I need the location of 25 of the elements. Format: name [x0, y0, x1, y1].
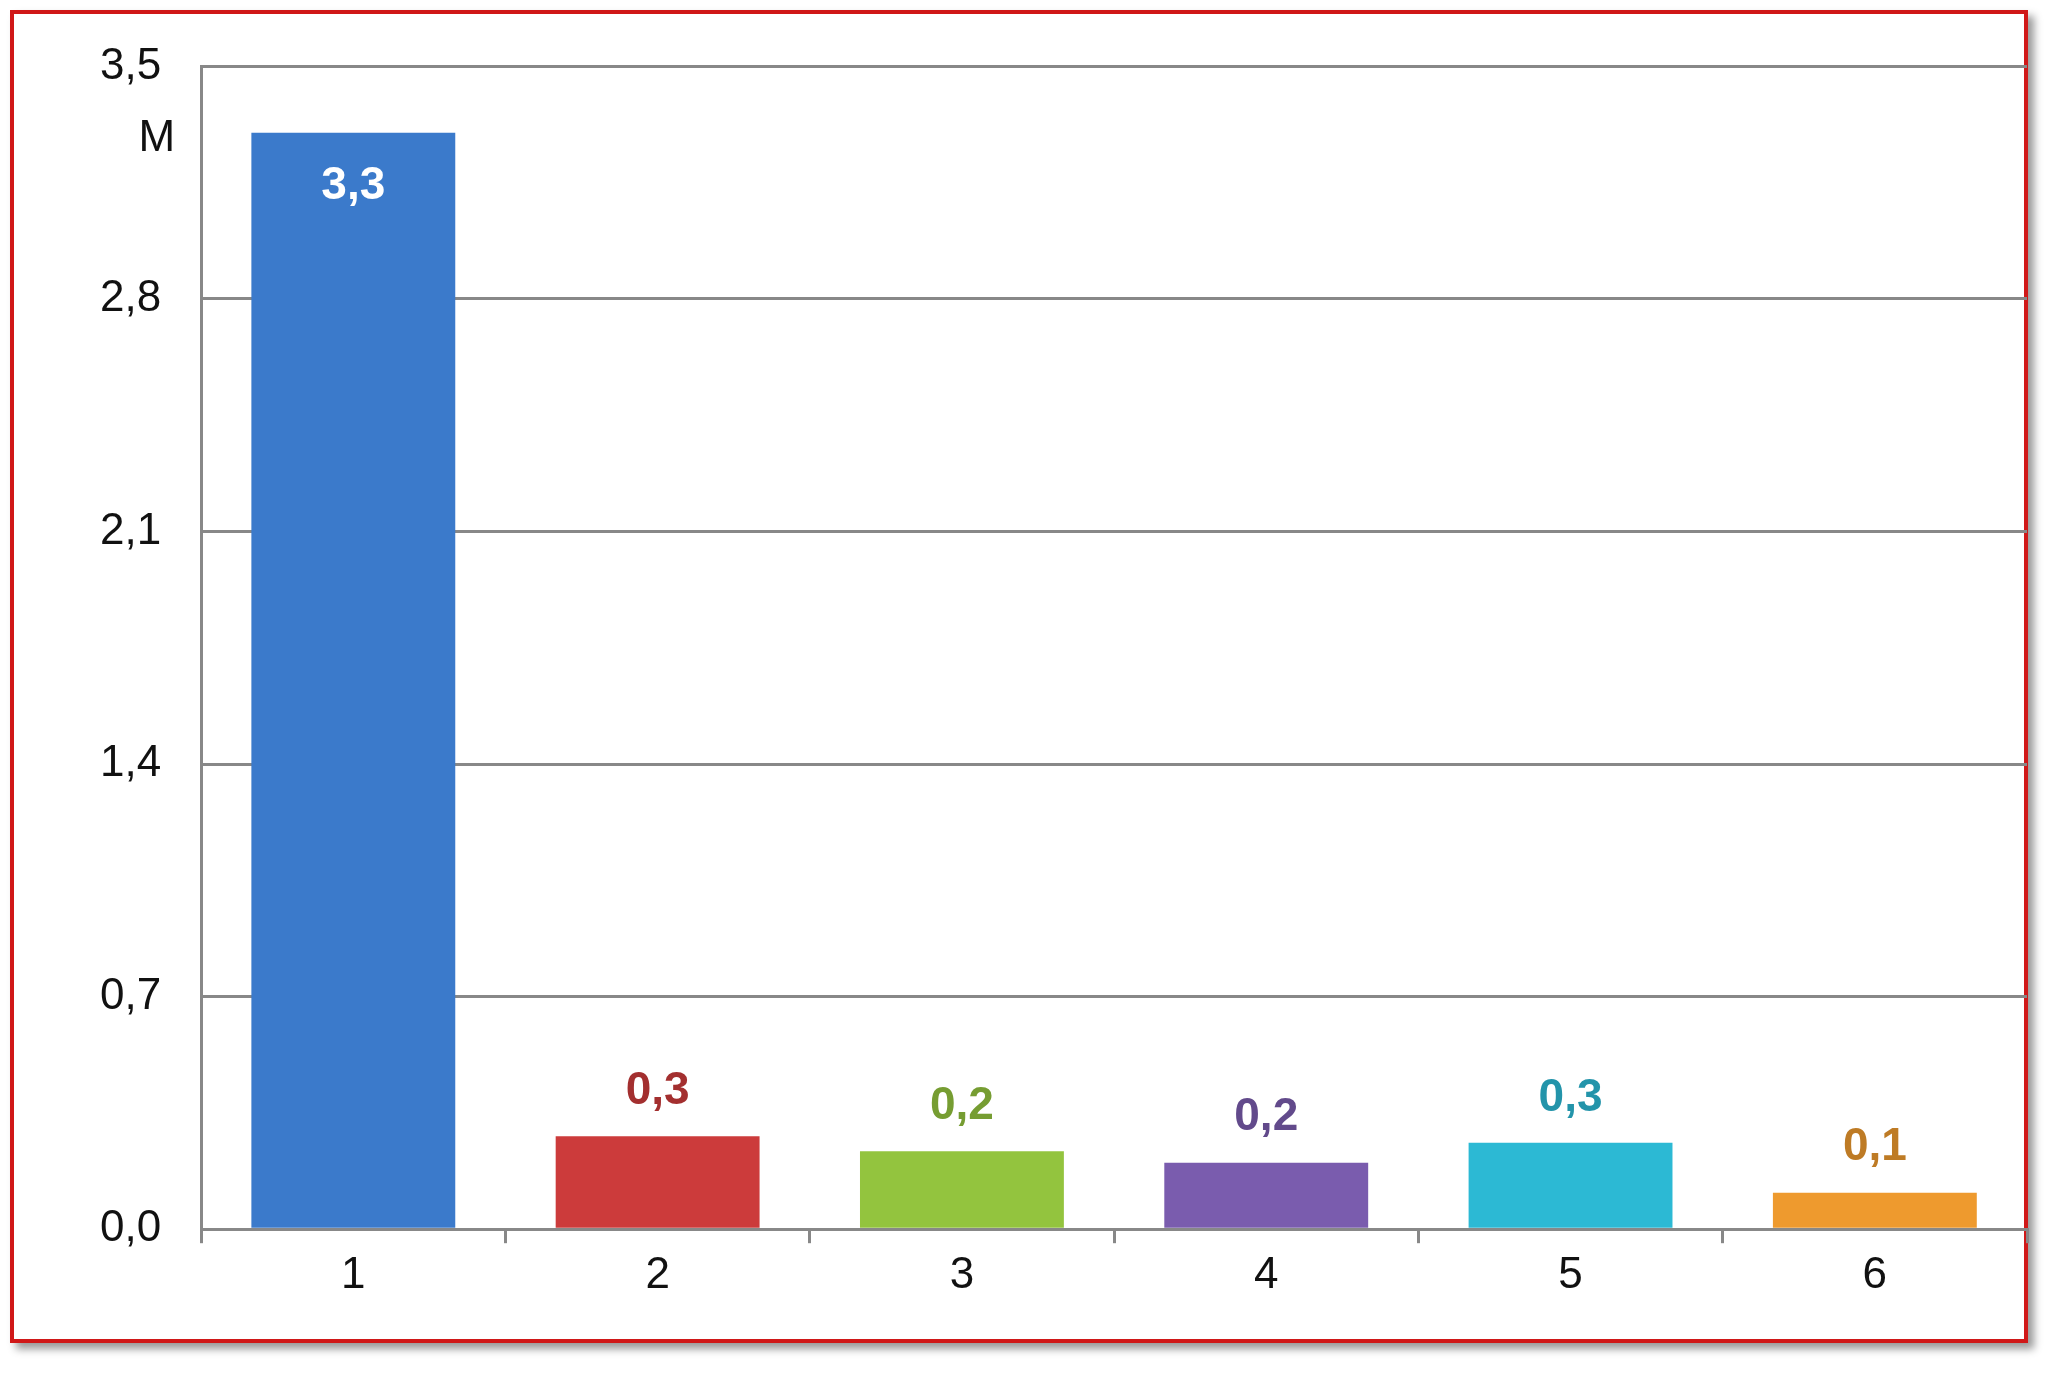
bar — [555, 1136, 760, 1228]
data-label: 0,1 — [1842, 1118, 1907, 1171]
x-tick-label: 2 — [645, 1247, 670, 1297]
x-tick-label: 4 — [1253, 1247, 1279, 1297]
x-tick-label: 6 — [1862, 1247, 1888, 1297]
bar — [1772, 1192, 1977, 1228]
bar — [251, 132, 456, 1228]
data-label: 0,2 — [929, 1076, 994, 1129]
x-tick-label: 5 — [1558, 1247, 1583, 1297]
y-tick-label: 1,4 — [99, 736, 162, 786]
bar — [1164, 1162, 1369, 1228]
y-axis-title: M — [138, 110, 176, 160]
data-label: 3,3 — [321, 156, 386, 209]
y-tick-label: 2,8 — [99, 271, 162, 321]
bar — [1468, 1142, 1673, 1228]
x-tick-label: 1 — [341, 1247, 366, 1297]
data-label: 0,3 — [1538, 1068, 1603, 1121]
y-tick-label: 0,7 — [99, 968, 162, 1018]
bar — [859, 1151, 1064, 1228]
x-tick-label: 3 — [949, 1247, 975, 1297]
data-label: 0,3 — [625, 1061, 690, 1114]
y-tick-label: 0,0 — [99, 1201, 162, 1251]
y-tick-label: 2,1 — [99, 503, 162, 553]
data-label: 0,2 — [1234, 1088, 1299, 1141]
y-tick-label: 3,5 — [99, 38, 162, 88]
